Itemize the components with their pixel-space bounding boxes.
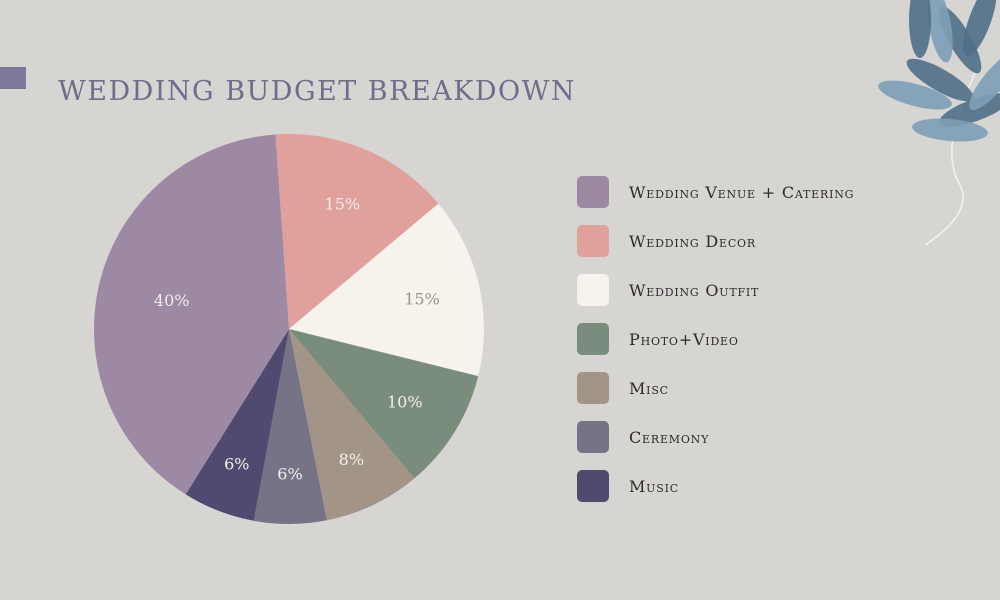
legend-label-venue: Wedding Venue + Catering [629,182,855,202]
pie-slice-venue [93,134,289,495]
pie-slice-photo [289,329,479,479]
pie-slice-misc [289,329,415,521]
legend-item-outfit: Wedding Outfit [577,273,854,307]
legend-swatch-photo [577,323,609,355]
leaf-2 [878,80,952,110]
legend-label-misc: Misc [629,378,669,398]
legend-item-ceremony: Ceremony [577,420,854,454]
pie-slice-ceremony [253,329,327,524]
leaf-7 [912,118,988,142]
legend-label-photo: Photo+Video [629,329,739,349]
leaf-8 [963,0,997,56]
pie-label-photo: 10% [387,392,423,411]
legend-swatch-outfit [577,274,609,306]
legend-item-misc: Misc [577,371,854,405]
legend-swatch-misc [577,372,609,404]
pie-label-ceremony: 6% [277,464,302,483]
pie-label-decor: 15% [325,194,361,213]
legend-label-outfit: Wedding Outfit [629,280,760,300]
leaf-1 [906,58,974,102]
chart-legend: Wedding Venue + Catering Wedding Decor Wed… [577,175,854,518]
leaf-5 [939,93,1000,127]
leaf-branch-illustration [878,0,1000,246]
legend-item-photo: Photo+Video [577,322,854,356]
pie-slice-outfit [289,203,484,377]
legend-swatch-music [577,470,609,502]
legend-label-decor: Wedding Decor [629,231,756,251]
pie-slice-decor [275,134,439,329]
legend-label-ceremony: Ceremony [629,427,710,447]
legend-swatch-decor [577,225,609,257]
legend-swatch-ceremony [577,421,609,453]
leaf-4 [927,0,953,63]
legend-label-music: Music [629,476,679,496]
title-accent-bar [0,67,26,89]
legend-item-music: Music [577,469,854,503]
pie-label-outfit: 15% [404,289,440,308]
pie-label-music: 6% [224,455,249,474]
pie-slice-music [185,329,289,521]
legend-item-decor: Wedding Decor [577,224,854,258]
pie-label-misc: 8% [339,450,364,469]
pie-chart: 15% 15% 10% 8% 6% 6% 40% [93,134,484,524]
legend-item-venue: Wedding Venue + Catering [577,175,854,209]
leaf-6 [969,50,1000,110]
leaf-9 [909,0,931,58]
pie-label-venue: 40% [154,291,190,310]
page-title: WEDDING BUDGET BREAKDOWN [58,76,577,108]
legend-swatch-venue [577,176,609,208]
